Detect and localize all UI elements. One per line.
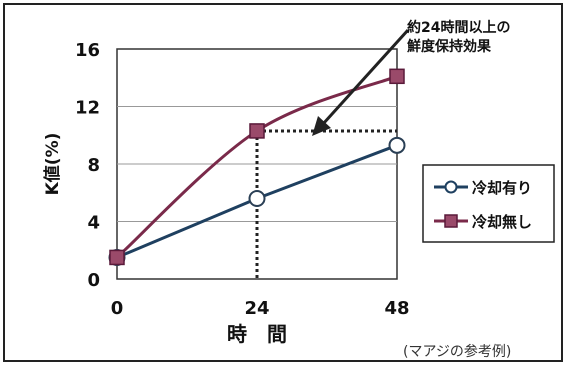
annotation-line-1: 約24時間以上の: [407, 19, 510, 36]
x-tick-label: 48: [384, 298, 409, 319]
data-point-uncooled: [389, 68, 405, 85]
legend-marker-uncooled: [444, 214, 458, 228]
x-tick-label: 0: [111, 298, 124, 319]
legend-box: [422, 164, 555, 243]
data-point-uncooled: [249, 123, 265, 139]
y-tick-label: 12: [75, 98, 100, 119]
series-markers: [108, 68, 406, 266]
legend-label-cooled: 冷却有り: [472, 179, 532, 197]
source-note: (マアジの参考例): [403, 343, 511, 360]
data-point-uncooled: [109, 249, 125, 266]
y-axis-label: K値(%): [42, 133, 63, 196]
x-axis-ticks: 0 24 48: [111, 298, 410, 319]
annotation-arrow-head: [312, 116, 331, 136]
data-point-cooled: [388, 136, 406, 154]
x-tick-label: 24: [244, 298, 269, 319]
annotation-arrow-shaft: [321, 28, 410, 126]
y-tick-label: 8: [87, 155, 100, 176]
legend-marker-cooled: [444, 180, 458, 194]
data-point-cooled: [248, 190, 266, 207]
x-axis-label: 時 間: [227, 322, 287, 346]
legend: 冷却有り 冷却無し: [422, 164, 555, 243]
annotation-line-2: 鮮度保持効果: [407, 38, 492, 55]
y-tick-label: 16: [75, 40, 100, 61]
y-tick-label: 0: [87, 270, 100, 291]
legend-label-uncooled: 冷却無し: [472, 213, 532, 231]
y-axis-ticks: 0 4 8 12 16: [75, 40, 100, 291]
y-tick-label: 4: [87, 213, 100, 234]
